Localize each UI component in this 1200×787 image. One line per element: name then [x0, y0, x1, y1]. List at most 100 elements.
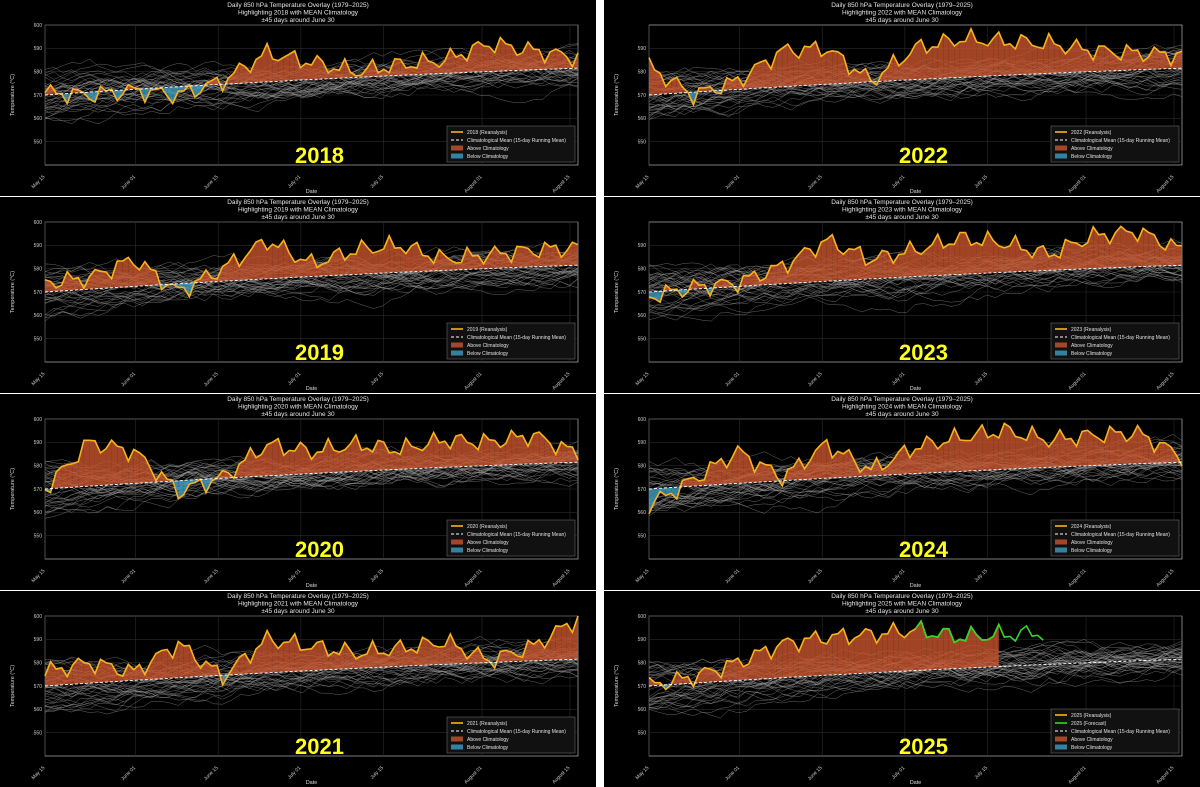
- above-fill: [787, 638, 794, 678]
- above-fill: [1176, 51, 1182, 69]
- above-fill: [178, 641, 184, 678]
- above-fill: [1026, 37, 1033, 75]
- reanalysis-series-line: [44, 35, 579, 106]
- above-fill: [511, 651, 517, 662]
- above-fill: [139, 261, 145, 287]
- above-fill: [937, 443, 944, 473]
- above-fill: [489, 46, 495, 72]
- above-fill: [555, 245, 562, 266]
- x-axis-label: Date: [910, 583, 922, 589]
- above-fill: [478, 41, 484, 72]
- chart-title-line: Highlighting 2020 with MEAN Climatology: [238, 404, 359, 411]
- above-fill: [211, 665, 218, 676]
- legend-swatch-above: [451, 539, 463, 545]
- above-fill: [1126, 436, 1133, 465]
- above-fill: [1043, 245, 1049, 271]
- x-tick-label: July 15: [369, 174, 385, 190]
- chart-title-line: Highlighting 2025 with MEAN Climatology: [842, 601, 963, 608]
- chart-panel-2020: Daily 850 hPa Temperature Overlay (1979–…: [0, 394, 596, 590]
- above-fill: [211, 77, 218, 85]
- above-fill: [843, 628, 849, 675]
- x-tick-label: June 15: [807, 371, 824, 388]
- above-fill: [776, 48, 783, 88]
- above-fill: [550, 49, 556, 70]
- above-fill: [871, 258, 877, 279]
- above-fill: [732, 658, 738, 681]
- above-fill: [804, 247, 811, 283]
- below-fill: [178, 480, 184, 499]
- y-tick-label: 550: [34, 336, 43, 342]
- chart-title-line: Highlighting 2019 with MEAN Climatology: [238, 207, 359, 214]
- above-fill: [128, 257, 134, 287]
- above-fill: [472, 41, 479, 73]
- legend-swatch-below: [451, 547, 463, 553]
- above-fill: [433, 62, 440, 74]
- above-fill: [971, 242, 977, 274]
- above-fill: [150, 653, 157, 680]
- x-tick-label: May 15: [31, 371, 47, 387]
- reanalysis-series-line: [648, 422, 1183, 515]
- above-fill: [550, 443, 556, 464]
- x-tick-label: July 15: [973, 174, 989, 190]
- y-axis-label: Temperature (°C): [10, 74, 16, 116]
- above-fill: [472, 255, 479, 270]
- legend-entry-label: Below Climatology: [1071, 351, 1113, 357]
- above-fill: [787, 260, 794, 284]
- above-fill: [826, 634, 833, 676]
- ensemble-line: [648, 461, 1183, 510]
- above-fill: [937, 628, 944, 670]
- above-fill: [665, 80, 672, 94]
- legend-swatch-below: [1055, 547, 1067, 553]
- x-tick-label: June 15: [203, 568, 220, 585]
- y-tick-label: 550: [34, 730, 43, 736]
- above-fill: [1159, 245, 1166, 266]
- above-fill: [915, 448, 922, 474]
- x-tick-label: July 01: [287, 174, 303, 190]
- ensemble-line: [44, 273, 579, 305]
- above-fill: [378, 653, 384, 668]
- above-fill: [339, 248, 345, 276]
- above-fill: [367, 640, 373, 668]
- above-fill: [787, 44, 794, 87]
- legend-swatch-below: [451, 350, 463, 356]
- above-fill: [461, 434, 467, 467]
- above-fill: [926, 635, 933, 670]
- above-fill: [539, 432, 545, 464]
- above-fill: [133, 449, 140, 484]
- above-fill: [1015, 34, 1021, 75]
- above-fill: [267, 630, 273, 673]
- above-fill: [139, 452, 145, 484]
- reanalysis-series-line: [648, 26, 1183, 108]
- x-tick-label: June 01: [724, 568, 741, 585]
- above-fill: [239, 257, 245, 281]
- above-fill: [322, 438, 329, 473]
- above-fill: [1059, 239, 1066, 270]
- y-tick-label: 570: [34, 684, 43, 690]
- above-fill: [1176, 245, 1182, 266]
- above-fill: [976, 41, 983, 77]
- above-fill: [294, 633, 301, 672]
- y-tick-label: 580: [638, 69, 647, 75]
- above-fill: [533, 49, 540, 70]
- x-tick-label: June 01: [724, 371, 741, 388]
- above-fill: [726, 457, 733, 485]
- above-fill: [760, 462, 766, 483]
- above-fill: [317, 451, 323, 474]
- ensemble-line: [648, 270, 1183, 303]
- climatology-line: [648, 264, 1183, 293]
- above-fill: [804, 46, 811, 86]
- above-fill: [687, 477, 694, 487]
- above-fill: [1015, 436, 1021, 469]
- above-fill: [483, 45, 490, 72]
- above-fill: [1082, 430, 1088, 466]
- legend-entry-label: Climatological Mean (15-day Running Mean…: [467, 729, 566, 735]
- above-fill: [698, 87, 705, 92]
- above-fill: [505, 430, 512, 465]
- above-fill: [1126, 44, 1133, 71]
- below-fill: [178, 86, 184, 92]
- above-fill: [472, 647, 479, 664]
- above-fill: [250, 242, 256, 280]
- below-fill: [194, 85, 201, 98]
- above-fill: [378, 440, 384, 471]
